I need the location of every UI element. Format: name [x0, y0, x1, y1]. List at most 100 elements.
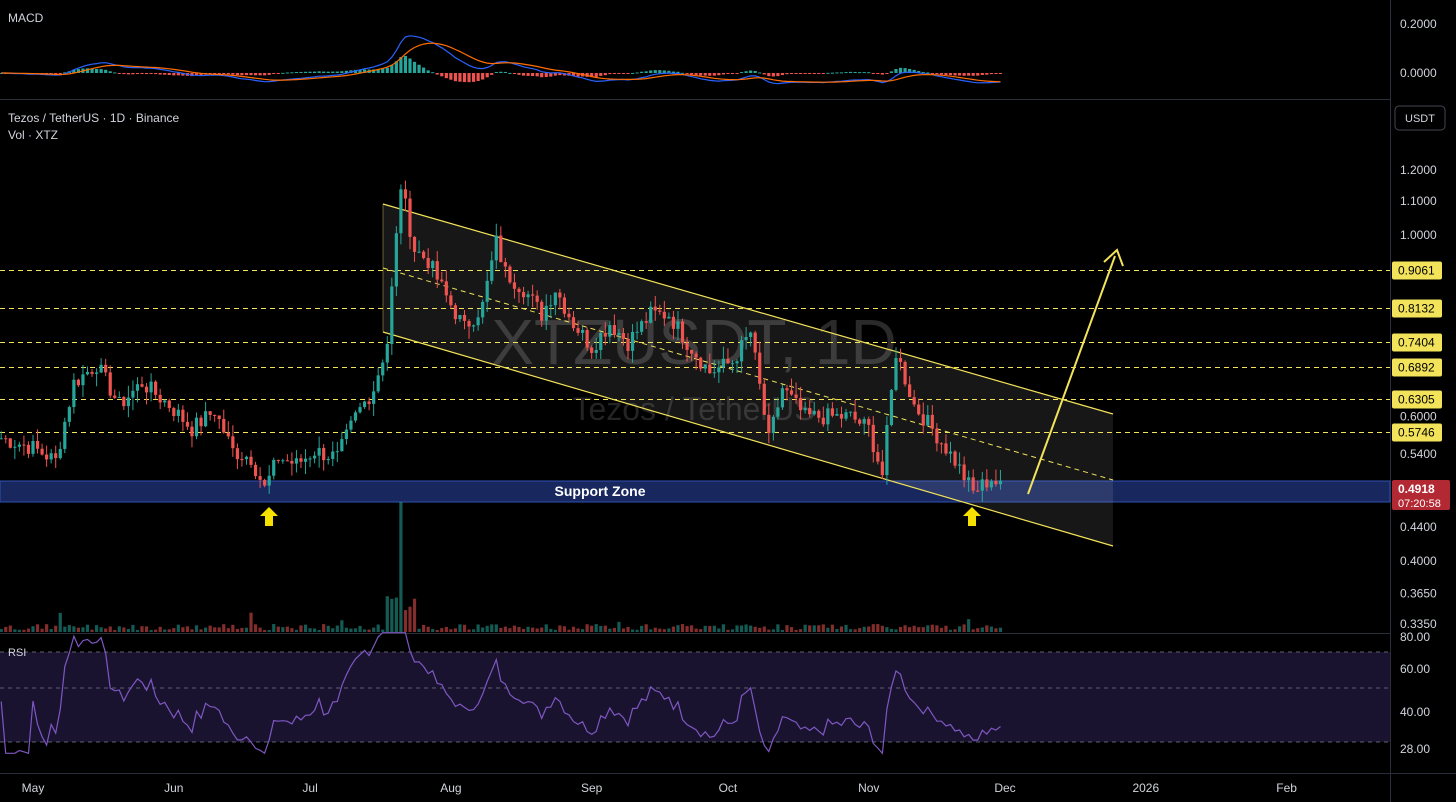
macd-histogram-bar	[249, 73, 253, 76]
macd-histogram-bar	[531, 73, 535, 77]
macd-histogram-bar	[839, 72, 844, 74]
volume-bar	[803, 624, 807, 632]
macd-tick-label: 0.2000	[1400, 17, 1437, 31]
macd-histogram-bar	[199, 73, 203, 76]
volume-bar	[467, 629, 471, 632]
volume-bar	[549, 628, 553, 632]
level-price-label: 0.8132	[1398, 302, 1435, 316]
time-axis-label: Oct	[719, 781, 738, 795]
macd-histogram-bar	[876, 73, 880, 74]
volume-bar	[848, 629, 853, 632]
candle-body	[494, 235, 498, 261]
volume-bar	[535, 628, 539, 632]
macd-histogram-bar	[771, 73, 775, 77]
macd-histogram-bar	[126, 73, 130, 75]
macd-histogram-bar	[921, 72, 925, 74]
rsi-tick-label: 40.00	[1400, 705, 1430, 719]
volume-bar	[517, 626, 521, 632]
macd-histogram-bar	[789, 73, 794, 74]
volume-bar	[462, 624, 467, 632]
volume-bar	[617, 621, 621, 632]
volume-bar	[313, 628, 317, 632]
macd-histogram-bar	[853, 71, 857, 73]
macd-histogram-bar	[335, 71, 339, 73]
macd-histogram-bar	[612, 73, 616, 74]
volume-bar	[358, 625, 362, 632]
volume-title: Vol · XTZ	[8, 128, 58, 142]
candle-body	[567, 313, 571, 318]
volume-bar	[226, 628, 230, 632]
macd-histogram-bar	[926, 72, 930, 74]
volume-bar	[626, 626, 630, 632]
candle-body	[385, 343, 389, 363]
candle-body	[758, 352, 762, 384]
macd-histogram-bar	[694, 73, 698, 75]
macd-histogram-bar	[912, 69, 916, 73]
volume-bar	[930, 624, 934, 632]
candle-body	[499, 235, 503, 263]
horizontal-levels: 0.9061 0.8132 0.7404 0.6892 0.6305 0.5746	[0, 261, 1442, 442]
volume-bar	[131, 624, 135, 632]
time-axis-label: Feb	[1276, 781, 1297, 795]
macd-histogram-bar	[158, 73, 162, 75]
candle-body	[617, 333, 621, 336]
candle-body	[926, 414, 930, 426]
volume-bar	[190, 629, 194, 632]
currency-button[interactable]	[1394, 105, 1446, 131]
volume-bar	[676, 625, 680, 632]
macd-histogram-bar	[440, 73, 444, 77]
volume-bar	[199, 629, 203, 632]
level-price-tag	[1392, 423, 1442, 442]
price-tick-label: 0.6000	[1400, 410, 1437, 424]
volume-bar	[621, 628, 626, 632]
candle-body	[776, 407, 780, 417]
candle-body	[658, 310, 662, 312]
volume-bar	[508, 628, 512, 632]
volume-bar	[739, 625, 744, 632]
macd-histogram-bar	[517, 73, 521, 75]
candle-body	[4, 438, 8, 440]
candle-body	[826, 408, 830, 425]
price-axis: 1.2000 1.1000 1.0000 0.6000 0.5400 0.4400 0.40…	[1400, 17, 1437, 756]
volume-bar	[276, 626, 280, 632]
macd-histogram-bar	[140, 73, 144, 74]
volume-bar	[108, 626, 112, 632]
macd-histogram-bar	[481, 73, 485, 80]
volume-bar	[526, 626, 530, 632]
volume-bar	[898, 627, 903, 632]
candle-body	[358, 407, 362, 413]
volume-bar	[322, 624, 326, 632]
volume-bar	[4, 626, 8, 632]
macd-histogram-bar	[812, 73, 816, 74]
macd-histogram-bar	[412, 61, 417, 73]
volume-bar	[217, 627, 221, 632]
volume-bar	[49, 629, 53, 632]
candle-body	[967, 477, 971, 481]
volume-bar	[553, 629, 557, 632]
macd-histogram-bar	[231, 73, 235, 75]
level-price-label: 0.5746	[1398, 426, 1435, 440]
macd-histogram-bar	[976, 73, 980, 76]
macd-histogram-bar	[862, 72, 866, 74]
macd-histogram-bar	[948, 73, 953, 76]
macd-histogram-bar	[431, 72, 435, 74]
volume-bar	[808, 625, 812, 632]
macd-histogram-bar	[871, 73, 875, 74]
candle-body	[603, 332, 607, 337]
candle-body	[453, 305, 458, 320]
macd-histogram-bar	[113, 72, 117, 74]
rsi-tick-label: 60.00	[1400, 662, 1430, 676]
candle-body	[817, 410, 821, 418]
candle-body	[771, 416, 775, 434]
candle-body	[562, 297, 567, 314]
macd-histogram-bar	[785, 73, 789, 75]
candle-body	[649, 306, 653, 323]
volume-bar	[58, 612, 62, 632]
candle-body	[699, 357, 703, 369]
candle-body	[349, 420, 353, 430]
volume-bar	[426, 626, 430, 632]
channel-middle-line	[382, 267, 1114, 481]
candle-body	[367, 401, 371, 404]
candle-body	[526, 294, 530, 298]
macd-histogram-bar	[662, 70, 666, 73]
